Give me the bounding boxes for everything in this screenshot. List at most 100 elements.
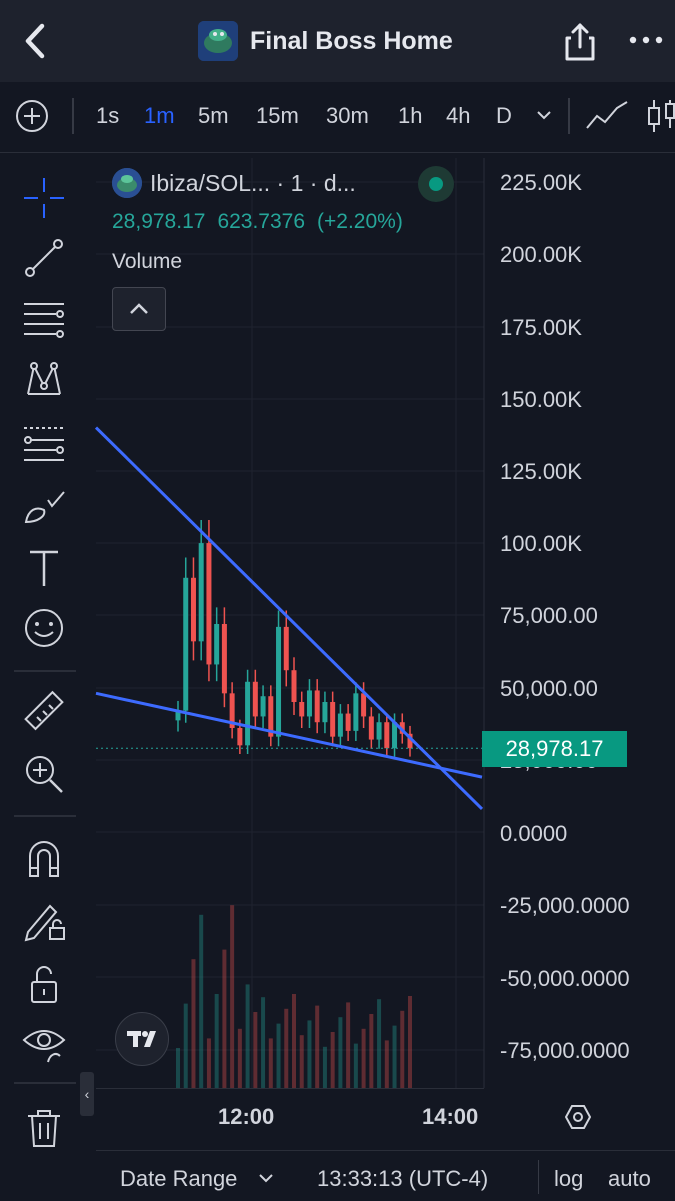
candle-body xyxy=(206,543,212,665)
magnet-icon[interactable] xyxy=(22,836,66,880)
timeframe-1h[interactable]: 1h xyxy=(398,103,423,128)
volume-bar xyxy=(400,1010,405,1088)
crosshair-icon[interactable] xyxy=(22,176,66,220)
price-axis-label: 100.00K xyxy=(500,531,582,556)
volume-bar xyxy=(268,1038,273,1088)
volume-bar xyxy=(253,1012,258,1088)
timeframe-30m[interactable]: 30m xyxy=(326,103,369,128)
collapse-toolbar-chevron-icon[interactable]: ‹ xyxy=(80,1072,94,1116)
fib-retracement-icon[interactable] xyxy=(22,420,66,464)
volume-bar xyxy=(361,1028,366,1088)
price-axis-label: -25,000.0000 xyxy=(500,893,630,918)
candle-body xyxy=(384,722,390,749)
toolbar-divider xyxy=(568,98,570,134)
back-chevron-left-icon[interactable] xyxy=(18,22,52,60)
volume-bar xyxy=(299,1035,304,1088)
chart-settings-icon[interactable] xyxy=(565,1104,591,1130)
timeframe-5m[interactable]: 5m xyxy=(198,103,229,128)
volume-bar xyxy=(322,1046,327,1088)
timeframe-chevron-down-icon[interactable] xyxy=(535,106,553,124)
last-price-badge: 28,978.17 xyxy=(482,731,627,767)
candle-body xyxy=(237,728,243,746)
date-range-chevron-down-icon[interactable] xyxy=(258,1170,274,1186)
volume-bar xyxy=(261,997,266,1088)
trend-line-icon[interactable] xyxy=(22,236,66,280)
timeframe-4h[interactable]: 4h xyxy=(446,103,471,128)
line-chart-type-icon[interactable] xyxy=(585,100,629,132)
volume-bar xyxy=(377,999,382,1088)
candle-chart-type-icon[interactable] xyxy=(644,98,675,134)
collapse-legend-button[interactable] xyxy=(112,287,166,331)
tool-divider xyxy=(14,1082,76,1084)
drawing-toolbar xyxy=(0,153,88,1200)
volume-bar xyxy=(353,1043,358,1088)
candle-body xyxy=(190,577,196,642)
volume-bar xyxy=(338,1017,343,1088)
zoom-in-icon[interactable] xyxy=(22,752,66,796)
timeframe-d[interactable]: D xyxy=(496,103,512,128)
date-range-label: Date Range xyxy=(120,1166,238,1191)
time-axis[interactable] xyxy=(96,1088,484,1143)
candle-body xyxy=(399,722,405,734)
candle-body xyxy=(175,710,181,721)
legend-values: 28,978.17 623.7376 (+2.20%) xyxy=(112,210,415,234)
more-horizontal-icon[interactable] xyxy=(628,30,664,50)
candle-body xyxy=(252,681,258,717)
auto-scale-toggle[interactable]: auto xyxy=(608,1166,651,1191)
brush-icon[interactable] xyxy=(22,484,66,528)
tool-divider xyxy=(14,670,76,672)
clock-timezone[interactable]: 13:33:13 (UTC-4) xyxy=(317,1166,489,1191)
candle-body xyxy=(376,722,382,740)
candle-body xyxy=(353,693,359,731)
candle-body xyxy=(229,693,235,728)
ruler-icon[interactable] xyxy=(22,690,66,734)
volume-bar xyxy=(176,1048,180,1088)
horizontal-lines-icon[interactable] xyxy=(22,298,66,342)
candle-body xyxy=(368,716,374,740)
add-indicator-plus-icon[interactable] xyxy=(15,99,49,133)
price-axis-label: 0.0000 xyxy=(500,821,568,846)
log-scale-toggle[interactable]: log xyxy=(554,1166,584,1191)
volume-bar xyxy=(214,994,219,1088)
bottom-divider xyxy=(538,1160,539,1194)
volume-bar xyxy=(237,1028,242,1088)
volume-bar xyxy=(199,914,204,1088)
volume-bar xyxy=(307,1020,312,1088)
share-icon[interactable] xyxy=(563,22,597,62)
symbol-name[interactable]: Ibiza/SOL... · 1 · d... xyxy=(150,170,356,196)
timeframe-1s[interactable]: 1s xyxy=(96,103,120,128)
volume-bar xyxy=(384,1040,389,1088)
app-logo xyxy=(198,21,238,61)
time-axis-label: 12:00 xyxy=(218,1104,275,1129)
market-status-indicator[interactable] xyxy=(418,166,454,202)
volume-bar xyxy=(206,1038,211,1088)
date-range-button[interactable]: Date Range xyxy=(120,1166,237,1192)
timeframe-1m[interactable]: 1m xyxy=(144,103,175,128)
volume-bar xyxy=(230,905,235,1088)
chevron-up-icon xyxy=(130,303,148,314)
text-tool-icon[interactable] xyxy=(22,546,66,590)
candle-body xyxy=(322,702,328,723)
candle-body xyxy=(314,690,320,723)
tool-divider xyxy=(14,815,76,817)
timeframe-15m[interactable]: 15m xyxy=(256,103,299,128)
trash-icon[interactable] xyxy=(22,1106,66,1150)
volume-bar xyxy=(392,1025,397,1088)
lock-drawings-pencil-icon[interactable] xyxy=(22,898,66,942)
toolbar-divider xyxy=(72,98,74,134)
price-axis-label: 125.00K xyxy=(500,459,582,484)
volume-indicator-label[interactable]: Volume xyxy=(112,250,183,273)
volume-bar xyxy=(292,994,296,1088)
emoji-icon[interactable] xyxy=(22,606,66,650)
candle-body xyxy=(221,624,227,694)
legend-price: 28,978.17 xyxy=(112,210,206,233)
price-axis-label: 50,000.00 xyxy=(500,676,598,701)
eye-icon[interactable] xyxy=(22,1022,66,1066)
candle-body xyxy=(245,681,251,746)
volume-bar xyxy=(330,1032,335,1088)
tradingview-logo[interactable] xyxy=(115,1012,169,1066)
unlock-icon[interactable] xyxy=(22,962,66,1006)
pattern-tool-icon[interactable] xyxy=(22,358,66,402)
legend-change-pct: (+2.20%) xyxy=(317,210,403,233)
volume-bar xyxy=(369,1014,374,1088)
